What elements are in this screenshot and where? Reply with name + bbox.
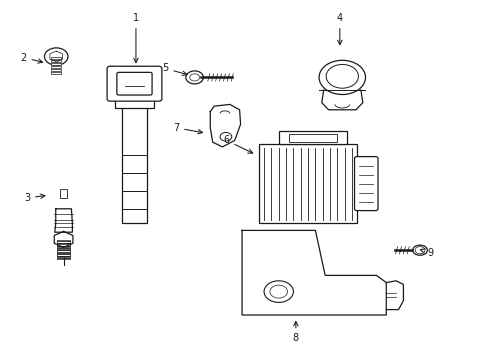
Circle shape <box>264 281 293 302</box>
Bar <box>122 97 146 223</box>
Bar <box>57 253 70 256</box>
Bar <box>57 257 70 259</box>
Circle shape <box>189 74 199 81</box>
Circle shape <box>414 247 424 254</box>
Bar <box>259 144 356 223</box>
Bar <box>51 57 61 59</box>
Bar <box>115 99 154 108</box>
Bar <box>57 250 70 253</box>
Bar <box>57 240 70 243</box>
Circle shape <box>325 64 358 88</box>
Circle shape <box>44 48 68 65</box>
Bar <box>57 247 70 249</box>
Text: 2: 2 <box>20 53 42 63</box>
Bar <box>57 244 70 246</box>
Ellipse shape <box>412 245 427 255</box>
Text: 3: 3 <box>24 193 45 203</box>
Bar <box>51 63 61 65</box>
Bar <box>51 66 61 68</box>
Text: 7: 7 <box>173 123 202 134</box>
Bar <box>60 189 67 198</box>
Text: 1: 1 <box>133 13 139 63</box>
Bar <box>278 131 346 144</box>
Circle shape <box>269 285 287 298</box>
Bar <box>288 134 337 142</box>
FancyBboxPatch shape <box>107 66 162 101</box>
Text: 6: 6 <box>223 135 252 153</box>
Ellipse shape <box>318 60 365 95</box>
Bar <box>51 60 61 62</box>
Bar <box>51 69 61 71</box>
Text: 8: 8 <box>292 321 298 343</box>
Text: 9: 9 <box>420 248 432 258</box>
Bar <box>51 72 61 74</box>
FancyBboxPatch shape <box>354 157 377 211</box>
FancyBboxPatch shape <box>117 72 152 95</box>
Circle shape <box>185 71 203 84</box>
Text: 4: 4 <box>336 13 342 45</box>
Text: 5: 5 <box>162 63 186 76</box>
Circle shape <box>220 132 231 141</box>
